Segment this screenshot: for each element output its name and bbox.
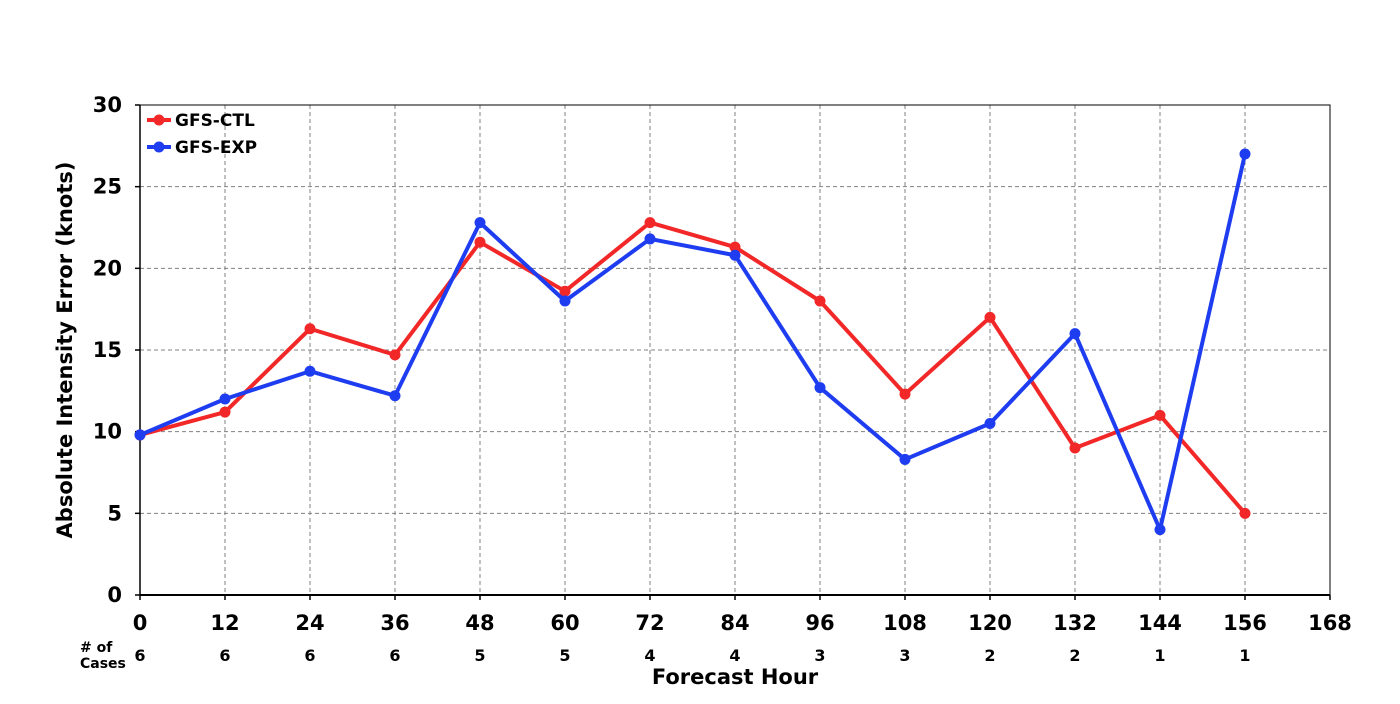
series-line-gfs-ctl — [138, 220, 1247, 516]
cases-value: 3 — [899, 646, 910, 665]
legend-marker-gfs-ctl — [153, 114, 165, 126]
data-point-gfs-exp — [559, 295, 571, 307]
data-point-gfs-exp — [304, 365, 316, 377]
y-tick-label: 15 — [93, 338, 122, 362]
data-point-gfs-exp — [389, 390, 401, 402]
cases-value: 5 — [474, 646, 485, 665]
y-tick-label: 10 — [93, 420, 122, 444]
x-tick-label: 108 — [883, 611, 927, 635]
cases-label-line2: Cases — [80, 656, 126, 672]
x-tick-label: 36 — [380, 611, 409, 635]
series-layer — [134, 148, 1251, 536]
cases-value: 6 — [219, 646, 230, 665]
x-tick-label: 0 — [133, 611, 148, 635]
data-point-gfs-ctl — [1239, 507, 1251, 519]
x-tick-label: 132 — [1053, 611, 1097, 635]
data-point-gfs-exp — [1069, 328, 1081, 340]
x-axis-title: Forecast Hour — [652, 665, 819, 689]
data-point-gfs-ctl — [1154, 409, 1166, 421]
cases-label-line1: # of — [80, 640, 113, 656]
x-tick-label: 168 — [1308, 611, 1352, 635]
x-tick-label: 72 — [635, 611, 664, 635]
x-tick-label: 24 — [295, 611, 324, 635]
x-tick-label: 120 — [968, 611, 1012, 635]
data-point-gfs-ctl — [559, 285, 571, 297]
data-point-gfs-exp — [814, 382, 826, 394]
data-point-gfs-ctl — [304, 323, 316, 335]
data-point-gfs-exp — [134, 429, 146, 441]
y-tick-label: 30 — [93, 93, 122, 117]
y-tick-label: 20 — [93, 256, 122, 280]
cases-value: 1 — [1154, 646, 1165, 665]
legend: GFS-CTL GFS-EXP — [147, 111, 257, 158]
axes — [135, 104, 1331, 600]
cases-value: 5 — [559, 646, 570, 665]
y-tick-label: 25 — [93, 175, 122, 199]
legend-label-gfs-exp: GFS-EXP — [175, 138, 257, 158]
data-point-gfs-ctl — [1069, 442, 1081, 454]
x-tick-label: 84 — [720, 611, 749, 635]
cases-value: 1 — [1239, 646, 1250, 665]
x-tick-label: 60 — [550, 611, 579, 635]
data-point-gfs-exp — [729, 249, 741, 261]
y-tick-label: 5 — [107, 501, 122, 525]
legend-marker-gfs-exp — [153, 141, 165, 153]
data-point-gfs-exp — [1154, 524, 1166, 536]
data-point-gfs-exp — [219, 393, 231, 405]
data-point-gfs-ctl — [389, 349, 401, 361]
data-point-gfs-ctl — [219, 406, 231, 418]
data-point-gfs-ctl — [814, 295, 826, 307]
grid — [140, 105, 1330, 595]
cases-value: 4 — [729, 646, 740, 665]
cases-value: 2 — [984, 646, 995, 665]
x-tick-label: 12 — [210, 611, 239, 635]
data-point-gfs-ctl — [729, 241, 741, 253]
data-point-gfs-ctl — [474, 236, 486, 248]
cases-value: 4 — [644, 646, 655, 665]
cases-value: 6 — [389, 646, 400, 665]
legend-label-gfs-ctl: GFS-CTL — [175, 111, 255, 131]
data-point-gfs-exp — [899, 453, 911, 465]
y-tick-labels: 0 5 10 15 20 25 30 — [93, 93, 122, 607]
x-tick-labels: 0 12 24 36 48 60 72 84 96 108 120 132 144 156 168 — [133, 611, 1352, 635]
cases-value: 3 — [814, 646, 825, 665]
data-point-gfs-exp — [1239, 148, 1251, 160]
y-axis-title: Absolute Intensity Error (knots) — [53, 162, 77, 539]
data-point-gfs-ctl — [984, 311, 996, 323]
data-point-gfs-ctl — [899, 388, 911, 400]
data-point-gfs-exp — [644, 233, 656, 245]
cases-value: 6 — [134, 646, 145, 665]
cases-row: # of Cases 6 6 6 6 5 5 4 4 3 3 2 2 1 1 — [80, 640, 1251, 672]
x-tick-label: 144 — [1138, 611, 1182, 635]
y-tick-label: 0 — [107, 583, 122, 607]
data-point-gfs-ctl — [644, 217, 656, 229]
series-line-gfs-exp — [138, 152, 1247, 532]
cases-value: 6 — [304, 646, 315, 665]
x-tick-label: 48 — [465, 611, 494, 635]
data-point-gfs-exp — [474, 217, 486, 229]
x-tick-label: 156 — [1223, 611, 1267, 635]
x-tick-label: 96 — [805, 611, 834, 635]
cases-value: 2 — [1069, 646, 1080, 665]
data-point-gfs-exp — [984, 418, 996, 429]
